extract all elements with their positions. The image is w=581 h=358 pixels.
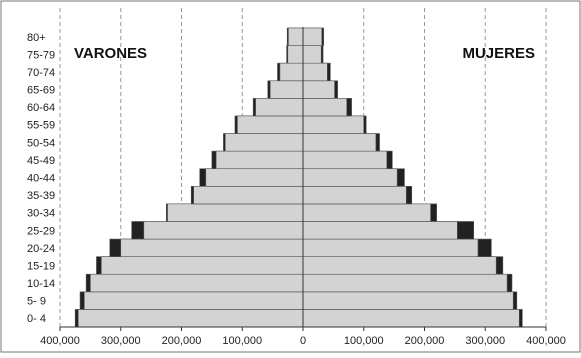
bar-female [302,62,328,82]
bars [74,27,523,328]
x-tick-label: 300,000 [465,335,505,347]
bar-male [193,185,304,205]
x-tick-label: 200,000 [162,335,202,347]
bar-female [302,309,520,328]
bar-male [77,309,304,328]
right-side-label: MUJERES [462,45,535,62]
bar-male [90,273,304,293]
age-group-label: 15-19 [27,260,55,272]
age-group-label: 20-24 [27,243,55,255]
bar-female [302,238,479,257]
age-group-label: 40-44 [27,173,55,185]
bar-male [143,221,304,240]
bar-male [255,98,304,117]
age-group-label: 50-54 [27,137,55,149]
x-tick-label: 0 [300,335,306,347]
x-tick-label: 400,000 [40,335,80,347]
age-group-label: 5- 9 [27,296,46,308]
x-tick-label: 300,000 [101,335,141,347]
bar-male [279,62,304,82]
age-group-label: 0- 4 [27,313,46,325]
bar-male [205,168,304,187]
age-group-label: 45-49 [27,155,55,167]
bar-male [215,150,304,170]
age-group-label: 10-14 [27,278,55,290]
bar-female [302,203,431,222]
age-group-label: 55-59 [27,120,55,132]
bar-female [302,185,407,205]
age-group-label: 35-39 [27,190,55,202]
bar-female [302,291,514,310]
bar-male [101,256,304,275]
x-tick-label: 400,000 [526,335,566,347]
age-group-label: 70-74 [27,67,55,79]
bar-male [84,291,304,310]
bar-female [302,273,508,293]
bar-female [302,256,497,275]
age-group-label: 65-69 [27,85,55,97]
x-tick-label: 100,000 [222,335,262,347]
bar-male [120,238,304,257]
bar-male [237,115,304,134]
labels: VARONES MUJERES 0- 4 5- 9 10-14 15-19 20-24 2… [27,32,535,325]
age-group-label: 30-34 [27,208,55,220]
x-tick-label: 200,000 [405,335,445,347]
bar-male [288,27,304,46]
bar-male [287,45,304,64]
left-side-label: VARONES [74,45,147,62]
bar-female [302,150,388,170]
age-group-label: 75-79 [27,49,55,61]
bar-male [269,80,304,99]
bar-female [302,133,377,152]
bar-female [302,27,323,46]
bar-female [302,80,335,99]
age-group-label: 80+ [27,32,46,44]
age-group-label: 60-64 [27,102,55,114]
bar-female [302,168,398,187]
bar-female [302,45,322,64]
bar-female [302,98,348,117]
x-tick-label: 100,000 [344,335,384,347]
bar-male [224,133,304,152]
bar-female [302,115,365,134]
bar-male [167,203,304,222]
axes: 400,000 300,000 200,000 100,000 0 100,000 200,… [40,27,566,347]
age-group-label: 25-29 [27,225,55,237]
bar-female [302,221,458,240]
